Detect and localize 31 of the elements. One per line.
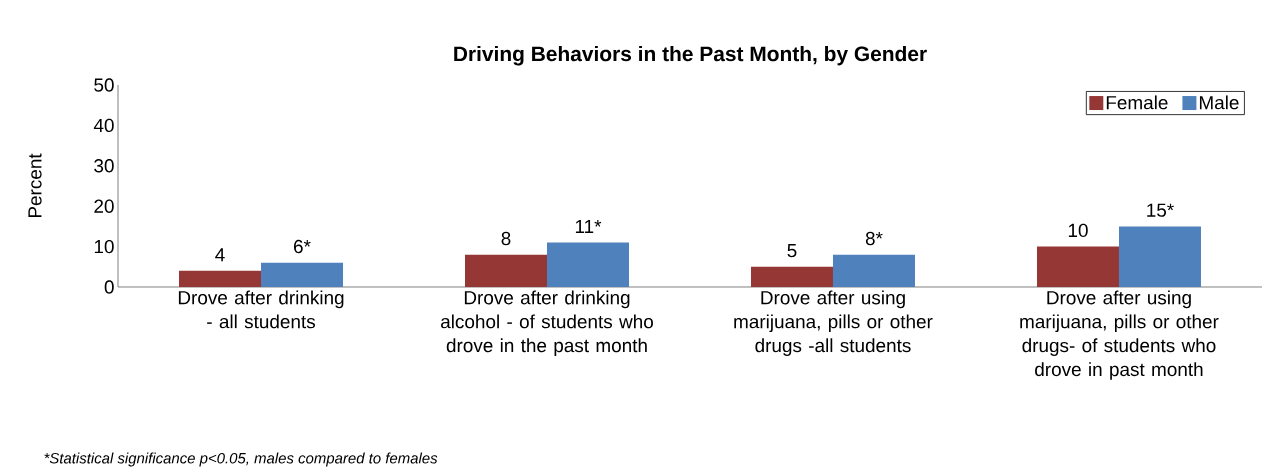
y-tick-label: 10 [94,239,114,254]
data-label: 10 [1068,223,1088,238]
data-label: 5 [787,244,797,258]
bar [1036,246,1119,287]
bar [261,262,344,287]
x-tick-label: Drove after drinking alcohol - of students who drove in the past month [441,290,653,356]
data-label: 11* [575,220,602,234]
chart-title: Driving Behaviors in the Past Month, by Gender [454,45,927,66]
y-axis-title: Percent [28,153,42,218]
y-tick-label: 50 [94,78,114,92]
data-label: 4 [215,248,225,262]
bar [547,242,629,287]
legend-label: Female [1106,95,1168,110]
data-label: 6* [294,239,311,254]
bar [179,270,262,287]
x-tick-label: Drove after drinking - all students [178,290,344,329]
bar [832,254,915,287]
legend-label: Male [1199,95,1239,110]
bar [750,266,833,287]
x-tick-label: Drove after using marijuana, pills or other drugs- of students who drove in past month [1020,290,1219,380]
y-tick-label: 30 [94,159,114,173]
y-tick-label: 40 [93,118,114,133]
data-label: 15* [1147,203,1174,217]
x-tick-label: Drove after using marijuana, pills or other drugs -all students [734,290,933,356]
bar [1118,226,1201,287]
text: *Statistical significance p<0.05, males compared to females [44,452,438,467]
bar [465,254,547,287]
y-tick-label: 20 [94,199,114,213]
y-tick-label: 0 [104,280,114,294]
data-label: 8* [865,231,883,246]
data-label: 8 [501,231,511,246]
